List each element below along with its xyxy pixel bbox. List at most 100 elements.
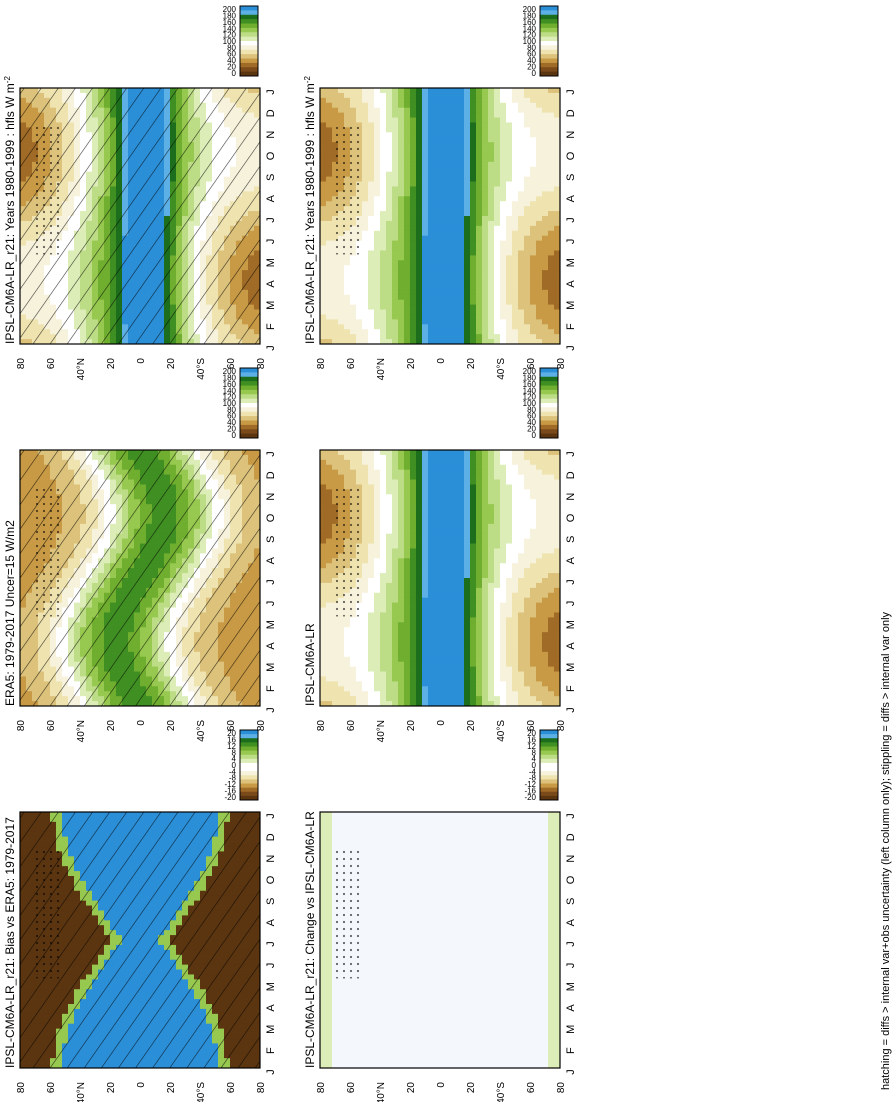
heatmap-cell xyxy=(476,152,483,158)
colorbar-swatch xyxy=(540,67,558,73)
colorbar-tick: 180 xyxy=(223,12,237,21)
heatmap-cell xyxy=(476,142,483,148)
heatmap-cell xyxy=(398,299,405,306)
heatmap-cell xyxy=(476,191,483,197)
heatmap-cell xyxy=(470,319,477,325)
heatmap-cell xyxy=(482,245,489,251)
heatmap-cell xyxy=(392,102,399,109)
heatmap-cell xyxy=(548,88,555,94)
heatmap-cell xyxy=(458,127,465,133)
heatmap-cell xyxy=(530,196,537,202)
heatmap-cell xyxy=(410,176,417,182)
heatmap-cell xyxy=(350,294,357,301)
heatmap-cell xyxy=(422,235,429,242)
heatmap-cell xyxy=(554,339,561,345)
heatmap-cell xyxy=(512,117,519,123)
heatmap-cell xyxy=(482,220,489,227)
heatmap-cell xyxy=(512,171,519,178)
heatmap-cell xyxy=(488,191,495,197)
heatmap-cell xyxy=(476,161,483,168)
heatmap-cell xyxy=(464,176,471,182)
heatmap-cell xyxy=(536,132,543,138)
heatmap-cell xyxy=(452,171,459,178)
heatmap-cell xyxy=(542,309,549,315)
heatmap-cell xyxy=(512,260,519,266)
heatmap-cell xyxy=(518,107,525,114)
heatmap-cell xyxy=(512,324,519,330)
heatmap-cell xyxy=(494,240,501,246)
heatmap-cell xyxy=(440,88,447,94)
panel-title-sup: -2 xyxy=(303,76,312,84)
heatmap-cell xyxy=(488,127,495,133)
heatmap-cell xyxy=(506,107,513,114)
heatmap-cell xyxy=(368,230,375,237)
heatmap-cell xyxy=(434,97,441,104)
heatmap-cell xyxy=(488,201,495,207)
heatmap-cell xyxy=(332,329,339,335)
heatmap-cell xyxy=(368,275,375,281)
heatmap-cell xyxy=(368,250,375,256)
heatmap-cell xyxy=(512,245,519,251)
heatmap-cell xyxy=(338,107,345,114)
heatmap-cell xyxy=(518,314,525,320)
heatmap-cell xyxy=(398,132,405,138)
heatmap-cell xyxy=(554,132,561,138)
heatmap-cell xyxy=(476,112,483,118)
heatmap-cell xyxy=(470,265,477,271)
heatmap-cell xyxy=(500,171,507,178)
heatmap-cell xyxy=(470,142,477,148)
heatmap-cell xyxy=(338,334,345,340)
heatmap-cell xyxy=(374,211,381,217)
heatmap-cell xyxy=(434,339,441,345)
heatmap-cell xyxy=(524,324,531,330)
heatmap-cell xyxy=(506,186,513,192)
heatmap-cell xyxy=(476,92,483,99)
heatmap-cell xyxy=(494,161,501,168)
heatmap-cell xyxy=(428,211,435,217)
heatmap-cell xyxy=(512,176,519,182)
heatmap-cell xyxy=(494,309,501,315)
heatmap-cell xyxy=(476,216,483,222)
colorbar-swatch xyxy=(240,71,258,77)
heatmap-cell xyxy=(518,201,525,207)
heatmap-cell xyxy=(530,107,537,114)
month-tick: A xyxy=(565,280,577,288)
heatmap-cell xyxy=(368,196,375,202)
heatmap-cell xyxy=(440,275,447,281)
heatmap-cell xyxy=(434,329,441,335)
heatmap-cell xyxy=(320,294,327,301)
heatmap-cell xyxy=(362,122,369,128)
heatmap-cell xyxy=(362,319,369,325)
heatmap-cell xyxy=(512,275,519,281)
heatmap-cell xyxy=(548,166,555,173)
heatmap-cell xyxy=(548,176,555,182)
heatmap-cell xyxy=(326,161,333,168)
heatmap-cell xyxy=(404,240,411,246)
heatmap-cell xyxy=(398,107,405,114)
heatmap-cell xyxy=(524,255,531,261)
heatmap-cell xyxy=(428,216,435,222)
heatmap-cell xyxy=(440,161,447,168)
heatmap-cell xyxy=(380,181,387,187)
heatmap-cell xyxy=(440,152,447,158)
heatmap-cell xyxy=(446,309,453,315)
heatmap-cell xyxy=(422,275,429,281)
heatmap-cell xyxy=(506,240,513,246)
heatmap-cell xyxy=(416,319,423,325)
heatmap-cell xyxy=(362,171,369,178)
heatmap-cell xyxy=(470,289,477,296)
heatmap-cell xyxy=(338,284,345,291)
heatmap-cell xyxy=(362,270,369,276)
heatmap-cell xyxy=(368,161,375,168)
heatmap-cell xyxy=(524,299,531,306)
heatmap-cell xyxy=(512,152,519,158)
heatmap-cell xyxy=(494,142,501,148)
heatmap-cell xyxy=(542,127,549,133)
heatmap-cell xyxy=(398,201,405,207)
heatmap-cell xyxy=(410,147,417,153)
heatmap-cell xyxy=(494,127,501,133)
heatmap-cell xyxy=(452,127,459,133)
heatmap-cell xyxy=(494,112,501,118)
heatmap-cell xyxy=(446,225,453,232)
heatmap-cell xyxy=(494,265,501,271)
